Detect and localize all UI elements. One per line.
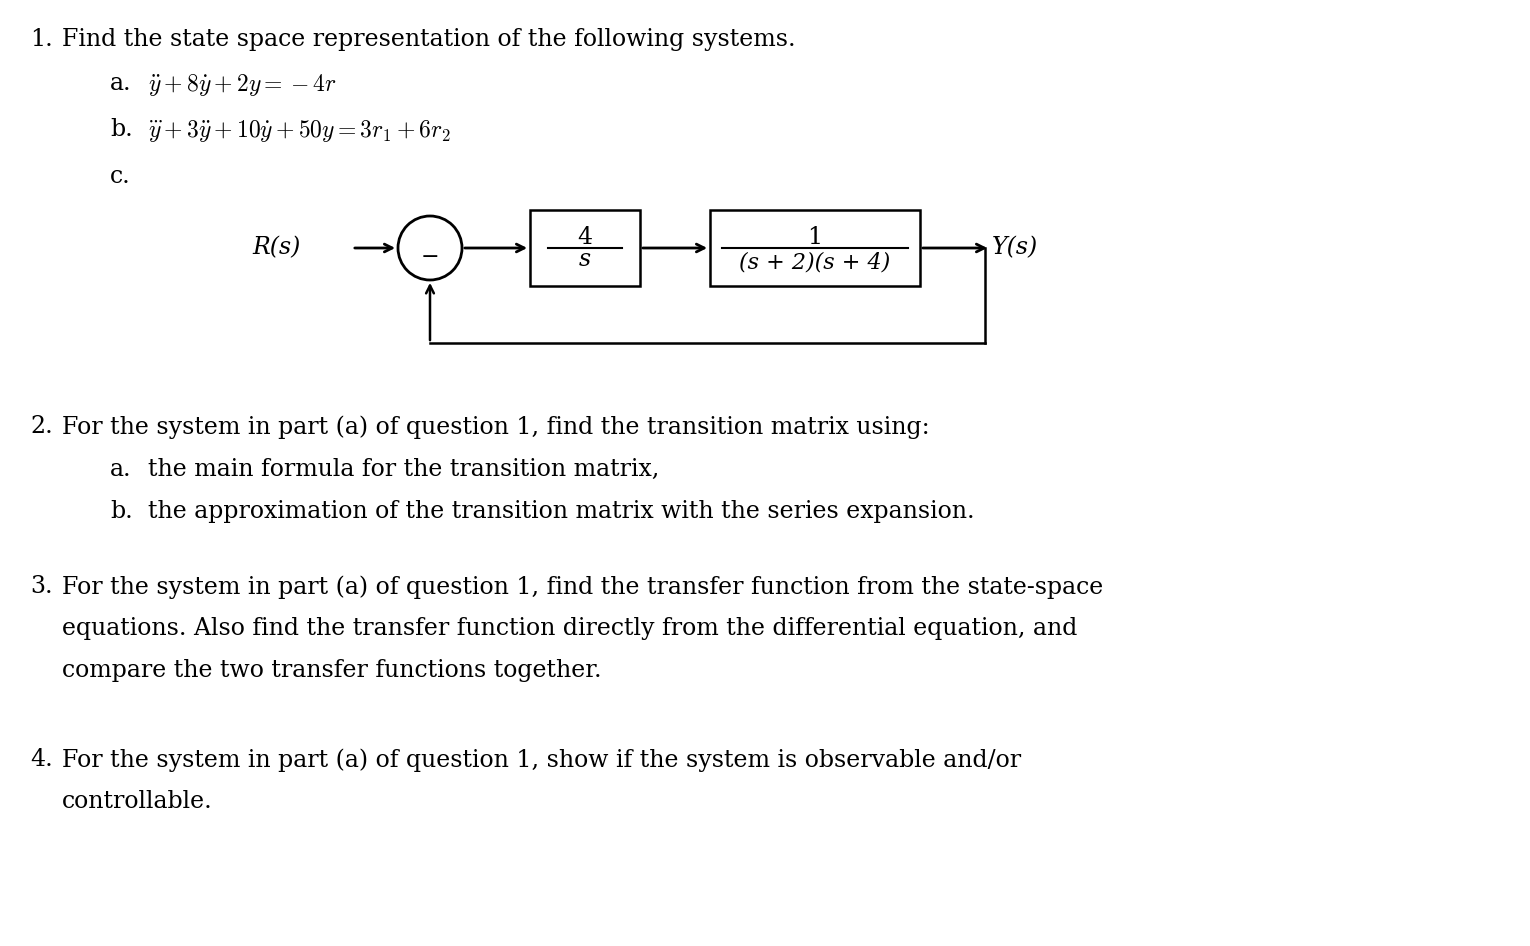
Text: controllable.: controllable. [63, 790, 213, 813]
Bar [710, 210, 920, 286]
Text: For the system in part (a) of question 1, find the transition matrix using:: For the system in part (a) of question 1… [63, 415, 930, 439]
Text: $\dddot{y} + 3\ddot{y} + 10\dot{y} + 50y = 3r_1 + 6r_2$: $\dddot{y} + 3\ddot{y} + 10\dot{y} + 50y… [148, 118, 451, 144]
Text: 2.: 2. [31, 415, 52, 438]
Text: Y(s): Y(s) [991, 236, 1039, 259]
Text: the main formula for the transition matrix,: the main formula for the transition matr… [148, 458, 659, 481]
Text: the approximation of the transition matrix with the series expansion.: the approximation of the transition matr… [148, 500, 975, 523]
Text: For the system in part (a) of question 1, show if the system is observable and/o: For the system in part (a) of question 1… [63, 748, 1021, 772]
Text: a.: a. [110, 458, 132, 481]
Text: Find the state space representation of the following systems.: Find the state space representation of t… [63, 28, 796, 51]
Text: equations. Also find the transfer function directly from the differential equati: equations. Also find the transfer functi… [63, 617, 1077, 640]
Text: For the system in part (a) of question 1, find the transfer function from the st: For the system in part (a) of question 1… [63, 575, 1103, 599]
Text: s: s [578, 249, 591, 272]
Text: 1: 1 [808, 226, 823, 250]
Text: c.: c. [110, 165, 130, 188]
Text: compare the two transfer functions together.: compare the two transfer functions toget… [63, 659, 601, 682]
Text: 3.: 3. [31, 575, 52, 598]
Bar [529, 210, 640, 286]
Text: (s + 2)(s + 4): (s + 2)(s + 4) [739, 251, 890, 273]
Text: R(s): R(s) [252, 236, 300, 259]
Text: $\ddot{y} + 8\dot{y} + 2y = -4r$: $\ddot{y} + 8\dot{y} + 2y = -4r$ [148, 72, 337, 98]
Text: b.: b. [110, 118, 133, 141]
Text: 1.: 1. [31, 28, 52, 51]
Text: 4: 4 [577, 226, 592, 250]
Text: −: − [421, 246, 439, 268]
Text: 4.: 4. [31, 748, 52, 771]
Text: b.: b. [110, 500, 133, 523]
Text: a.: a. [110, 72, 132, 95]
